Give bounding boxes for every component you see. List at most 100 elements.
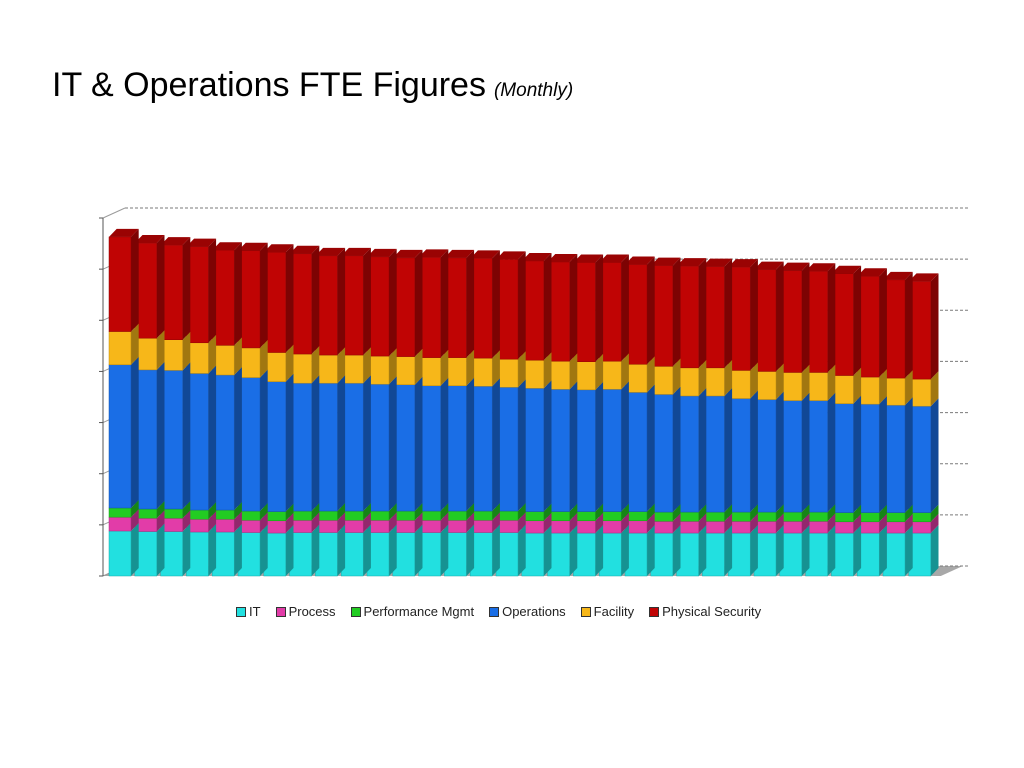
bar-segment-operations — [134, 361, 165, 510]
bar-segment-it — [727, 525, 758, 577]
bar-segment-facility — [908, 371, 939, 407]
bar-segment-physical-security — [521, 252, 552, 361]
bar-segment-physical-security — [444, 249, 475, 358]
bar-segment-it — [805, 525, 836, 577]
bar-segment-physical-security — [598, 254, 629, 362]
bar-segment-operations — [186, 365, 217, 511]
bar-segment-physical-security — [676, 258, 707, 369]
chart-bars — [108, 228, 939, 577]
bar-segment-facility — [392, 348, 423, 385]
bar-segment-facility — [805, 364, 836, 401]
bar-segment-facility — [727, 362, 758, 399]
bar-segment-operations — [598, 381, 629, 512]
bar-segment-physical-security — [211, 242, 242, 346]
bar-segment-operations — [753, 391, 784, 513]
legend-label: IT — [249, 604, 261, 619]
legend-item: Facility — [580, 604, 634, 619]
legend-item: Operations — [489, 604, 566, 619]
legend-swatch — [580, 606, 591, 617]
bar-segment-process — [469, 512, 500, 533]
bar-segment-physical-security — [547, 253, 578, 362]
bar-segment-it — [289, 524, 320, 577]
legend-item: Physical Security — [649, 604, 761, 619]
bar-segment-it — [779, 525, 810, 577]
bar-segment-facility — [186, 334, 217, 374]
bar-segment-operations — [211, 367, 242, 511]
bar-segment-operations — [418, 377, 449, 512]
bar-segment-it — [108, 522, 139, 577]
bar-segment-operations — [547, 381, 578, 512]
bar-segment-facility — [315, 347, 346, 384]
bar-segment-it — [753, 525, 784, 577]
bar-segment-physical-security — [650, 257, 681, 367]
bar-segment-physical-security — [779, 262, 810, 373]
bar-segment-operations — [366, 376, 397, 512]
legend-swatch — [236, 606, 246, 617]
bar-segment-physical-security — [727, 259, 758, 371]
bar-segment-physical-security — [831, 265, 862, 376]
bar-segment-physical-security — [160, 237, 191, 340]
slide-title: IT & Operations FTE Figures (Monthly) — [52, 66, 573, 105]
bar-segment-it — [547, 525, 578, 577]
bar-segment-operations — [237, 369, 268, 512]
bar-segment-operations — [831, 395, 862, 513]
bar-segment-facility — [289, 346, 320, 384]
bar-segment-operations — [160, 362, 191, 510]
legend-item: Performance Mgmt — [350, 604, 475, 619]
legend-swatch — [489, 606, 500, 617]
bar-segment-operations — [882, 397, 913, 513]
bar-segment-physical-security — [856, 268, 887, 378]
bar-segment-physical-security — [418, 249, 449, 358]
bar-segment-it — [418, 524, 449, 577]
bar-segment-it — [186, 524, 217, 577]
bar-segment-operations — [624, 384, 655, 512]
bar-segment-it — [521, 525, 552, 577]
bar-segment-it — [366, 524, 397, 577]
bar-segment-physical-security — [108, 228, 139, 332]
bar-segment-facility — [160, 331, 191, 371]
bar-segment-it — [676, 525, 707, 577]
bar-segment-process — [237, 512, 268, 533]
bar-segment-it — [598, 525, 629, 577]
bar-segment-process — [315, 512, 346, 533]
bar-segment-physical-security — [908, 273, 939, 380]
bar-segment-physical-security — [366, 248, 397, 357]
chart-legend: IT Process Performance Mgmt Operations Facil… — [236, 604, 761, 619]
bar-segment-facility — [779, 364, 810, 401]
legend-item: IT — [236, 604, 261, 619]
bar-segment-it — [211, 524, 242, 577]
bar-segment-it — [908, 525, 939, 577]
bar-segment-operations — [289, 375, 320, 512]
bar-segment-operations — [573, 381, 604, 512]
bar-segment-it — [160, 523, 191, 577]
bar-segment-physical-security — [134, 235, 165, 339]
bar-segment-operations — [521, 380, 552, 512]
bar-segment-facility — [856, 369, 887, 405]
bar-segment-operations — [444, 377, 475, 512]
bar-segment-physical-security — [573, 254, 604, 362]
bar-segment-physical-security — [237, 242, 268, 349]
bar-segment-it — [702, 525, 733, 577]
bar-segment-it — [831, 525, 862, 577]
legend-label: Performance Mgmt — [363, 604, 475, 619]
bar-segment-it — [495, 524, 526, 577]
bar-segment-physical-security — [624, 256, 655, 365]
bar-segment-it — [340, 524, 371, 577]
bar-segment-facility — [624, 356, 655, 393]
bar-segment-physical-security — [882, 271, 913, 379]
bar-segment-it — [237, 524, 268, 577]
bar-segment-it — [624, 525, 655, 577]
bar-segment-physical-security — [392, 249, 423, 357]
legend-label: Operations — [502, 604, 566, 619]
bar-segment-operations — [340, 375, 371, 512]
bar-segment-operations — [495, 379, 526, 512]
bar-segment-facility — [134, 330, 165, 371]
bar-segment-it — [263, 525, 294, 577]
bar-segment-operations — [469, 378, 500, 512]
bar-segment-process — [573, 512, 604, 534]
legend-swatch — [275, 606, 286, 617]
legend-label: Physical Security — [662, 604, 762, 619]
bar-segment-process — [392, 512, 423, 533]
legend-swatch — [350, 606, 361, 617]
